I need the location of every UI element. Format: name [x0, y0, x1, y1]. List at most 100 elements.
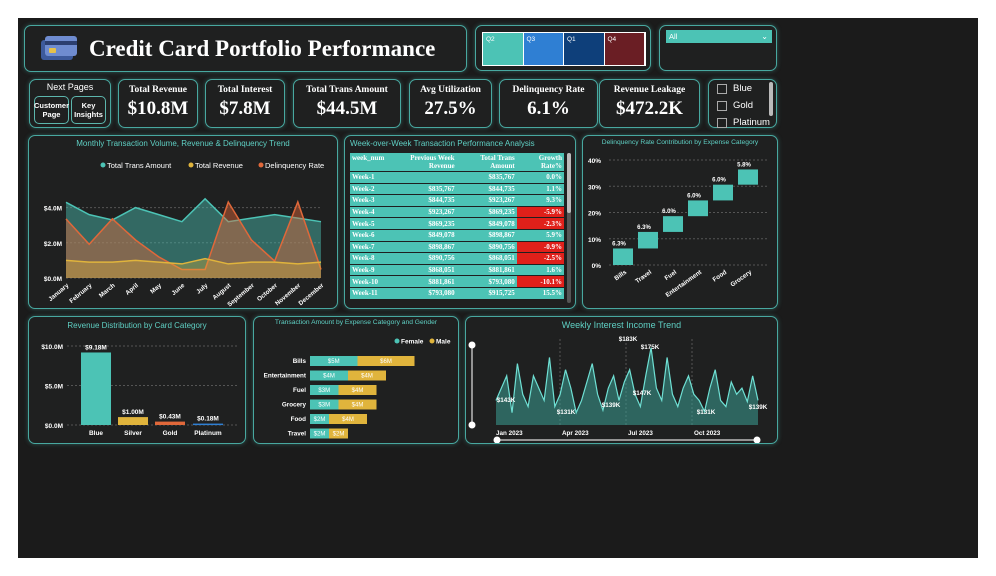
y-tick-label: $0.0M [45, 423, 63, 430]
table-cell: $915,725 [456, 286, 517, 299]
chart-title: Transaction Amount by Expense Category a… [274, 319, 438, 326]
legend-marker [429, 338, 435, 344]
table-header[interactable]: Growth Rate% [516, 153, 564, 172]
kpi-avg-utilization: Avg Utilization 27.5% [409, 79, 492, 128]
x-tick-label: Travel [634, 269, 653, 285]
table-row: Week-6 $849,078 $898,867 5.9% [350, 228, 564, 242]
delinquency-line [65, 199, 322, 271]
table-cell: $793,080 [386, 286, 457, 299]
legend-marker [258, 162, 264, 168]
waterfall-bar [663, 216, 683, 232]
y-tick-label: Grocery [282, 402, 307, 409]
table-cell: $868,051 [386, 263, 457, 276]
legend-marker [188, 162, 194, 168]
table-cell: Week-8 [350, 252, 387, 265]
customer-page-button[interactable]: Customer Page [34, 96, 69, 124]
data-label: $131K [697, 409, 716, 416]
kpi-value: 6.1% [527, 98, 570, 119]
chart-title: Weekly Interest Income Trend [561, 320, 682, 330]
table-cell: Week-10 [350, 275, 387, 288]
table-row: Week-2 $835,767 $844,735 1.1% [350, 182, 564, 195]
delinquency-area [66, 201, 321, 278]
table-cell: -2.5% [516, 252, 564, 265]
wow-table: week_num Previous Week Revenue Total Trans… [350, 153, 564, 299]
female-bar [310, 370, 348, 381]
x-tick-label: Gold [163, 430, 178, 437]
data-label: $4M [352, 388, 364, 394]
female-bar [310, 399, 339, 410]
chart-title: Monthly Transaction Volume, Revenue & De… [76, 139, 290, 148]
filter-dropdown[interactable]: All ⌄ [666, 30, 772, 43]
legend-label: Male [436, 339, 451, 346]
card-filter-platinum[interactable]: Platinum [717, 117, 770, 128]
quarter-q4[interactable]: Q4 [604, 33, 645, 65]
quarter-q1[interactable]: Q1 [564, 33, 605, 65]
table-title: Week-over-Week Transaction Performance A… [350, 139, 535, 148]
table-header[interactable]: Total Trans Amount [456, 153, 517, 172]
kpi-value: 27.5% [424, 98, 477, 119]
table-header[interactable]: week_num [350, 153, 387, 172]
data-label: $143K [497, 397, 516, 404]
x-tick-label: Jan 2023 [496, 430, 523, 437]
data-label: $139K [602, 402, 621, 409]
female-bar [310, 414, 329, 424]
data-label: $4M [352, 403, 364, 409]
waterfall-bar [688, 200, 708, 217]
table-cell: $869,235 [456, 205, 517, 218]
table-cell: 9.3% [516, 194, 564, 207]
data-label: $147K [633, 390, 652, 397]
quarter-q2[interactable]: Q2 [483, 33, 524, 65]
key-insights-button[interactable]: Key Insights [71, 96, 106, 124]
card-filter-gold[interactable]: Gold [717, 100, 753, 111]
kpi-value: $10.8M [127, 98, 189, 119]
y-tick-label: 0% [592, 263, 602, 270]
card-bar [155, 421, 185, 425]
table-cell: -0.9% [516, 240, 564, 253]
card-revenue-chart: Revenue Distribution by Card Category $1… [28, 316, 246, 444]
table-row: Week-10 $881,861 $793,080 -10.1% [350, 275, 564, 288]
card-filter-label: Platinum [733, 117, 770, 128]
y-tick-label: 20% [588, 211, 601, 218]
table-header[interactable]: Previous Week Revenue [386, 153, 457, 172]
table-cell: -2.3% [516, 217, 564, 230]
kpi-value: $472.2K [615, 98, 684, 119]
chevron-down-icon: ⌄ [761, 32, 768, 41]
male-bar [348, 370, 386, 381]
x-tick-label: Blue [89, 430, 103, 437]
kpi-value: $44.5M [316, 98, 378, 119]
table-cell: $868,051 [456, 252, 517, 265]
card-filter-blue[interactable]: Blue [717, 83, 752, 94]
x-tick-label: Silver [124, 430, 142, 437]
table-row: Week-3 $844,735 $923,267 9.3% [350, 194, 564, 207]
legend-label: Total Trans Amount [107, 161, 172, 170]
kpi-revenue-leakage: Revenue Leakage $472.2K [599, 79, 700, 128]
table-cell: 15.5% [516, 286, 564, 299]
kpi-total-interest: Total Interest $7.8M [205, 79, 285, 128]
waterfall-svg: 40% 30% 20% 10% 0% 6.3% Bills 6.3% Travel 6.0% Fue… [588, 158, 769, 299]
trans-amount-area [66, 198, 321, 278]
x-tick-label: February [68, 282, 94, 305]
slicer-scrollbar[interactable] [769, 82, 773, 116]
table-cell: $890,756 [386, 252, 457, 265]
kpi-label: Total Trans Amount [306, 85, 388, 95]
checkbox-icon [717, 83, 727, 94]
table-row: Week-9 $868,051 $881,861 1.6% [350, 263, 564, 276]
y-tick-label: $4.0M [44, 206, 62, 213]
trans-amount-line [65, 197, 322, 223]
quarter-slicer: Q2 Q3 Q1 Q4 [475, 25, 651, 71]
table-scrollbar[interactable] [567, 153, 571, 303]
x-tick-label: April [124, 282, 140, 297]
table-cell: $881,861 [386, 275, 457, 288]
table-cell: Week-5 [350, 217, 387, 230]
y-tick-label: Fuel [293, 387, 306, 394]
table-row: Week-4 $923,267 $869,235 -5.9% [350, 205, 564, 218]
data-label: 6.3% [637, 225, 651, 231]
table-cell: $835,767 [456, 171, 517, 184]
table-cell: $923,267 [456, 194, 517, 207]
dropdown-value: All [669, 32, 678, 41]
quarter-q3[interactable]: Q3 [523, 33, 564, 65]
legend-marker [394, 338, 400, 344]
y-tick-label: $5.0M [45, 384, 63, 391]
table-cell: Week-7 [350, 240, 387, 253]
data-label: $0.43M [159, 414, 181, 421]
